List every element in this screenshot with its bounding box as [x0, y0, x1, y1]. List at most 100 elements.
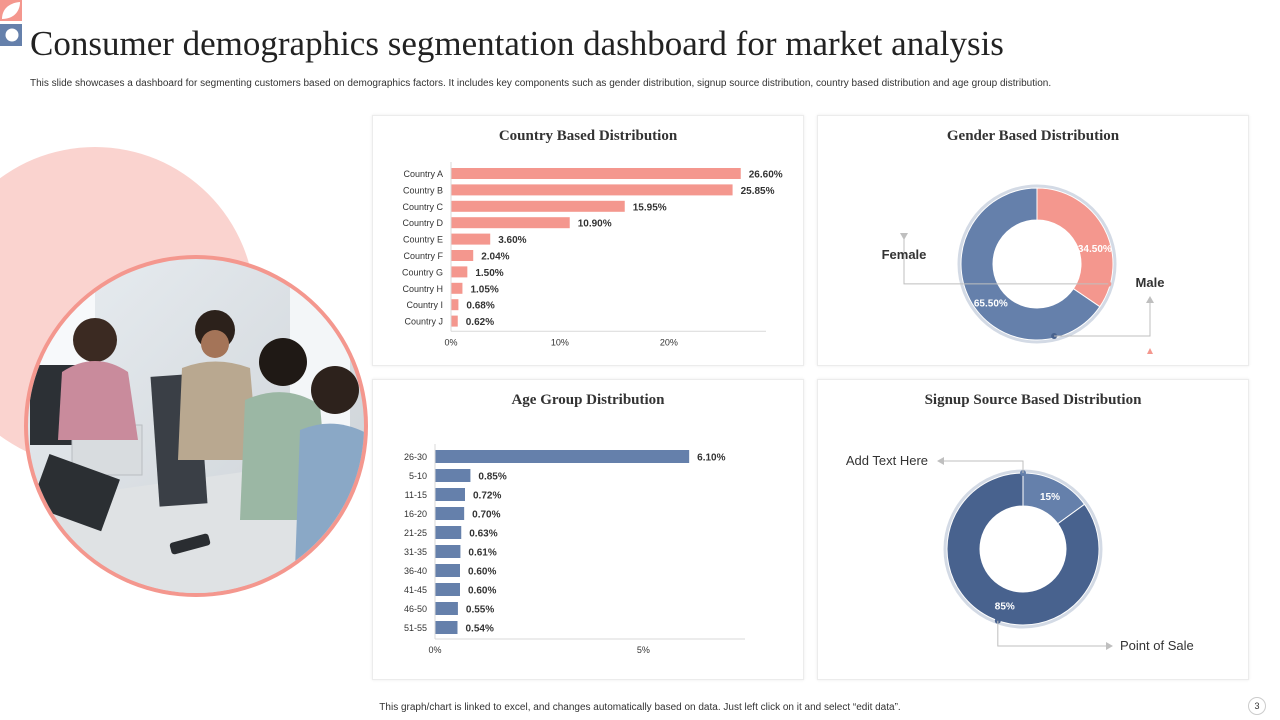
- bar: [435, 469, 471, 482]
- x-tick-label: 0%: [428, 645, 441, 655]
- team-photo: [28, 259, 364, 593]
- legend-label-female: Female: [882, 247, 927, 262]
- gender-distribution-card: Gender Based Distribution 34.50% 65.50% Fe…: [817, 115, 1249, 366]
- photo-decoration: [0, 147, 368, 597]
- category-label: 41-45: [404, 585, 427, 595]
- category-label: Country J: [404, 317, 443, 327]
- country-chart-title: Country Based Distribution: [498, 128, 678, 144]
- country-bar-chart: Country A 26.60% Country B 25.85% Country C 1…: [402, 162, 783, 347]
- gender-donut-chart: 34.50% 65.50% Female Male: [882, 184, 1165, 354]
- signup-donut-chart: 15% 85% Add Text Here Point of Sale: [846, 453, 1194, 653]
- bar: [451, 299, 459, 311]
- data-label: 3.60%: [498, 235, 526, 246]
- donut-slice: [960, 187, 1101, 341]
- category-label: 36-40: [404, 566, 427, 576]
- category-label: 16-20: [404, 509, 427, 519]
- callout-arrow: [1106, 642, 1113, 650]
- bar: [435, 545, 461, 558]
- bar: [451, 250, 474, 261]
- bar: [451, 266, 468, 278]
- x-tick-label: 20%: [660, 337, 678, 347]
- category-label: 21-25: [404, 528, 427, 538]
- data-label: 0.70%: [472, 510, 500, 521]
- category-label: 5-10: [409, 471, 427, 481]
- bar: [435, 450, 690, 463]
- country-distribution-card: Country Based Distribution Country A 26.6…: [372, 115, 804, 366]
- category-label: 46-50: [404, 604, 427, 614]
- slice-label: 85%: [995, 602, 1015, 613]
- category-label: Country I: [406, 300, 443, 310]
- x-tick-label: 10%: [551, 337, 569, 347]
- signup-distribution-card: Signup Source Based Distribution 15% 85% A…: [817, 379, 1249, 680]
- bar: [451, 315, 458, 327]
- donut-slice: [1036, 187, 1114, 308]
- data-label: 0.72%: [473, 491, 501, 502]
- category-label: Country H: [402, 284, 443, 294]
- gender-chart-title: Gender Based Distribution: [946, 128, 1120, 144]
- category-label: 11-15: [405, 490, 427, 500]
- data-label: 1.05%: [470, 284, 498, 295]
- bar: [435, 507, 465, 520]
- bar: [451, 282, 463, 294]
- data-label: 15.95%: [633, 202, 667, 213]
- bar: [435, 621, 458, 634]
- donut-slice: [946, 472, 1100, 626]
- data-label: 1.50%: [475, 268, 503, 279]
- callout-dot: [994, 617, 1001, 624]
- data-label: 0.63%: [469, 529, 497, 540]
- footer-note: This graph/chart is linked to excel, and…: [379, 702, 901, 713]
- data-label: 0.60%: [468, 586, 496, 597]
- page-subtitle: This slide showcases a dashboard for seg…: [30, 78, 1052, 89]
- callout-dot: [1051, 332, 1058, 339]
- category-label: Country A: [403, 169, 443, 179]
- slice-label: 34.50%: [1078, 244, 1112, 255]
- bar: [435, 564, 460, 577]
- bar: [435, 488, 465, 501]
- x-tick-label: 5%: [637, 645, 650, 655]
- page-number: 3: [1248, 697, 1266, 715]
- data-label: 0.68%: [466, 301, 494, 312]
- slice-label: 65.50%: [974, 298, 1008, 309]
- data-label: 6.10%: [697, 453, 725, 464]
- donut-outer-ring: [957, 184, 1117, 344]
- bar: [451, 200, 625, 212]
- decorative-triangle: [1147, 348, 1153, 354]
- category-label: 31-35: [404, 547, 427, 557]
- category-label: Country F: [403, 251, 443, 261]
- legend-label-point-of-sale: Point of Sale: [1120, 638, 1194, 653]
- bar: [451, 217, 570, 229]
- data-label: 2.04%: [481, 252, 509, 263]
- x-tick-label: 0%: [444, 337, 457, 347]
- logo-icon: [0, 0, 22, 46]
- bar: [451, 168, 741, 179]
- callout-line: [944, 460, 1024, 473]
- legend-label-add-text: Add Text Here: [846, 453, 928, 468]
- bar: [435, 602, 458, 615]
- callout-arrow: [937, 457, 944, 465]
- data-label: 0.54%: [466, 624, 494, 635]
- category-label: 26-30: [404, 452, 427, 462]
- callout-line: [1054, 300, 1151, 337]
- category-label: Country G: [402, 267, 443, 277]
- callout-line: [997, 620, 1106, 647]
- category-label: Country B: [403, 185, 443, 195]
- callout-arrow: [900, 233, 908, 240]
- legend-label-male: Male: [1136, 275, 1165, 290]
- bar: [435, 583, 460, 596]
- category-label: Country E: [403, 235, 443, 245]
- data-label: 26.60%: [749, 170, 783, 181]
- category-label: Country D: [402, 218, 443, 228]
- signup-chart-title: Signup Source Based Distribution: [924, 392, 1142, 408]
- data-label: 0.61%: [468, 548, 496, 559]
- slice-label: 15%: [1040, 492, 1060, 503]
- data-label: 10.90%: [578, 219, 612, 230]
- callout-line: [903, 236, 1109, 285]
- age-bar-chart: 26-30 6.10% 5-10 0.85% 11-15 0.72% 16-20 0.70% 2…: [404, 444, 745, 655]
- data-label: 25.85%: [741, 186, 775, 197]
- category-label: Country C: [402, 202, 443, 212]
- bar: [451, 233, 491, 245]
- bar: [435, 526, 462, 539]
- data-label: 0.60%: [468, 567, 496, 578]
- callout-arrow: [1146, 296, 1154, 303]
- page-title: Consumer demographics segmentation dashb…: [30, 24, 1004, 63]
